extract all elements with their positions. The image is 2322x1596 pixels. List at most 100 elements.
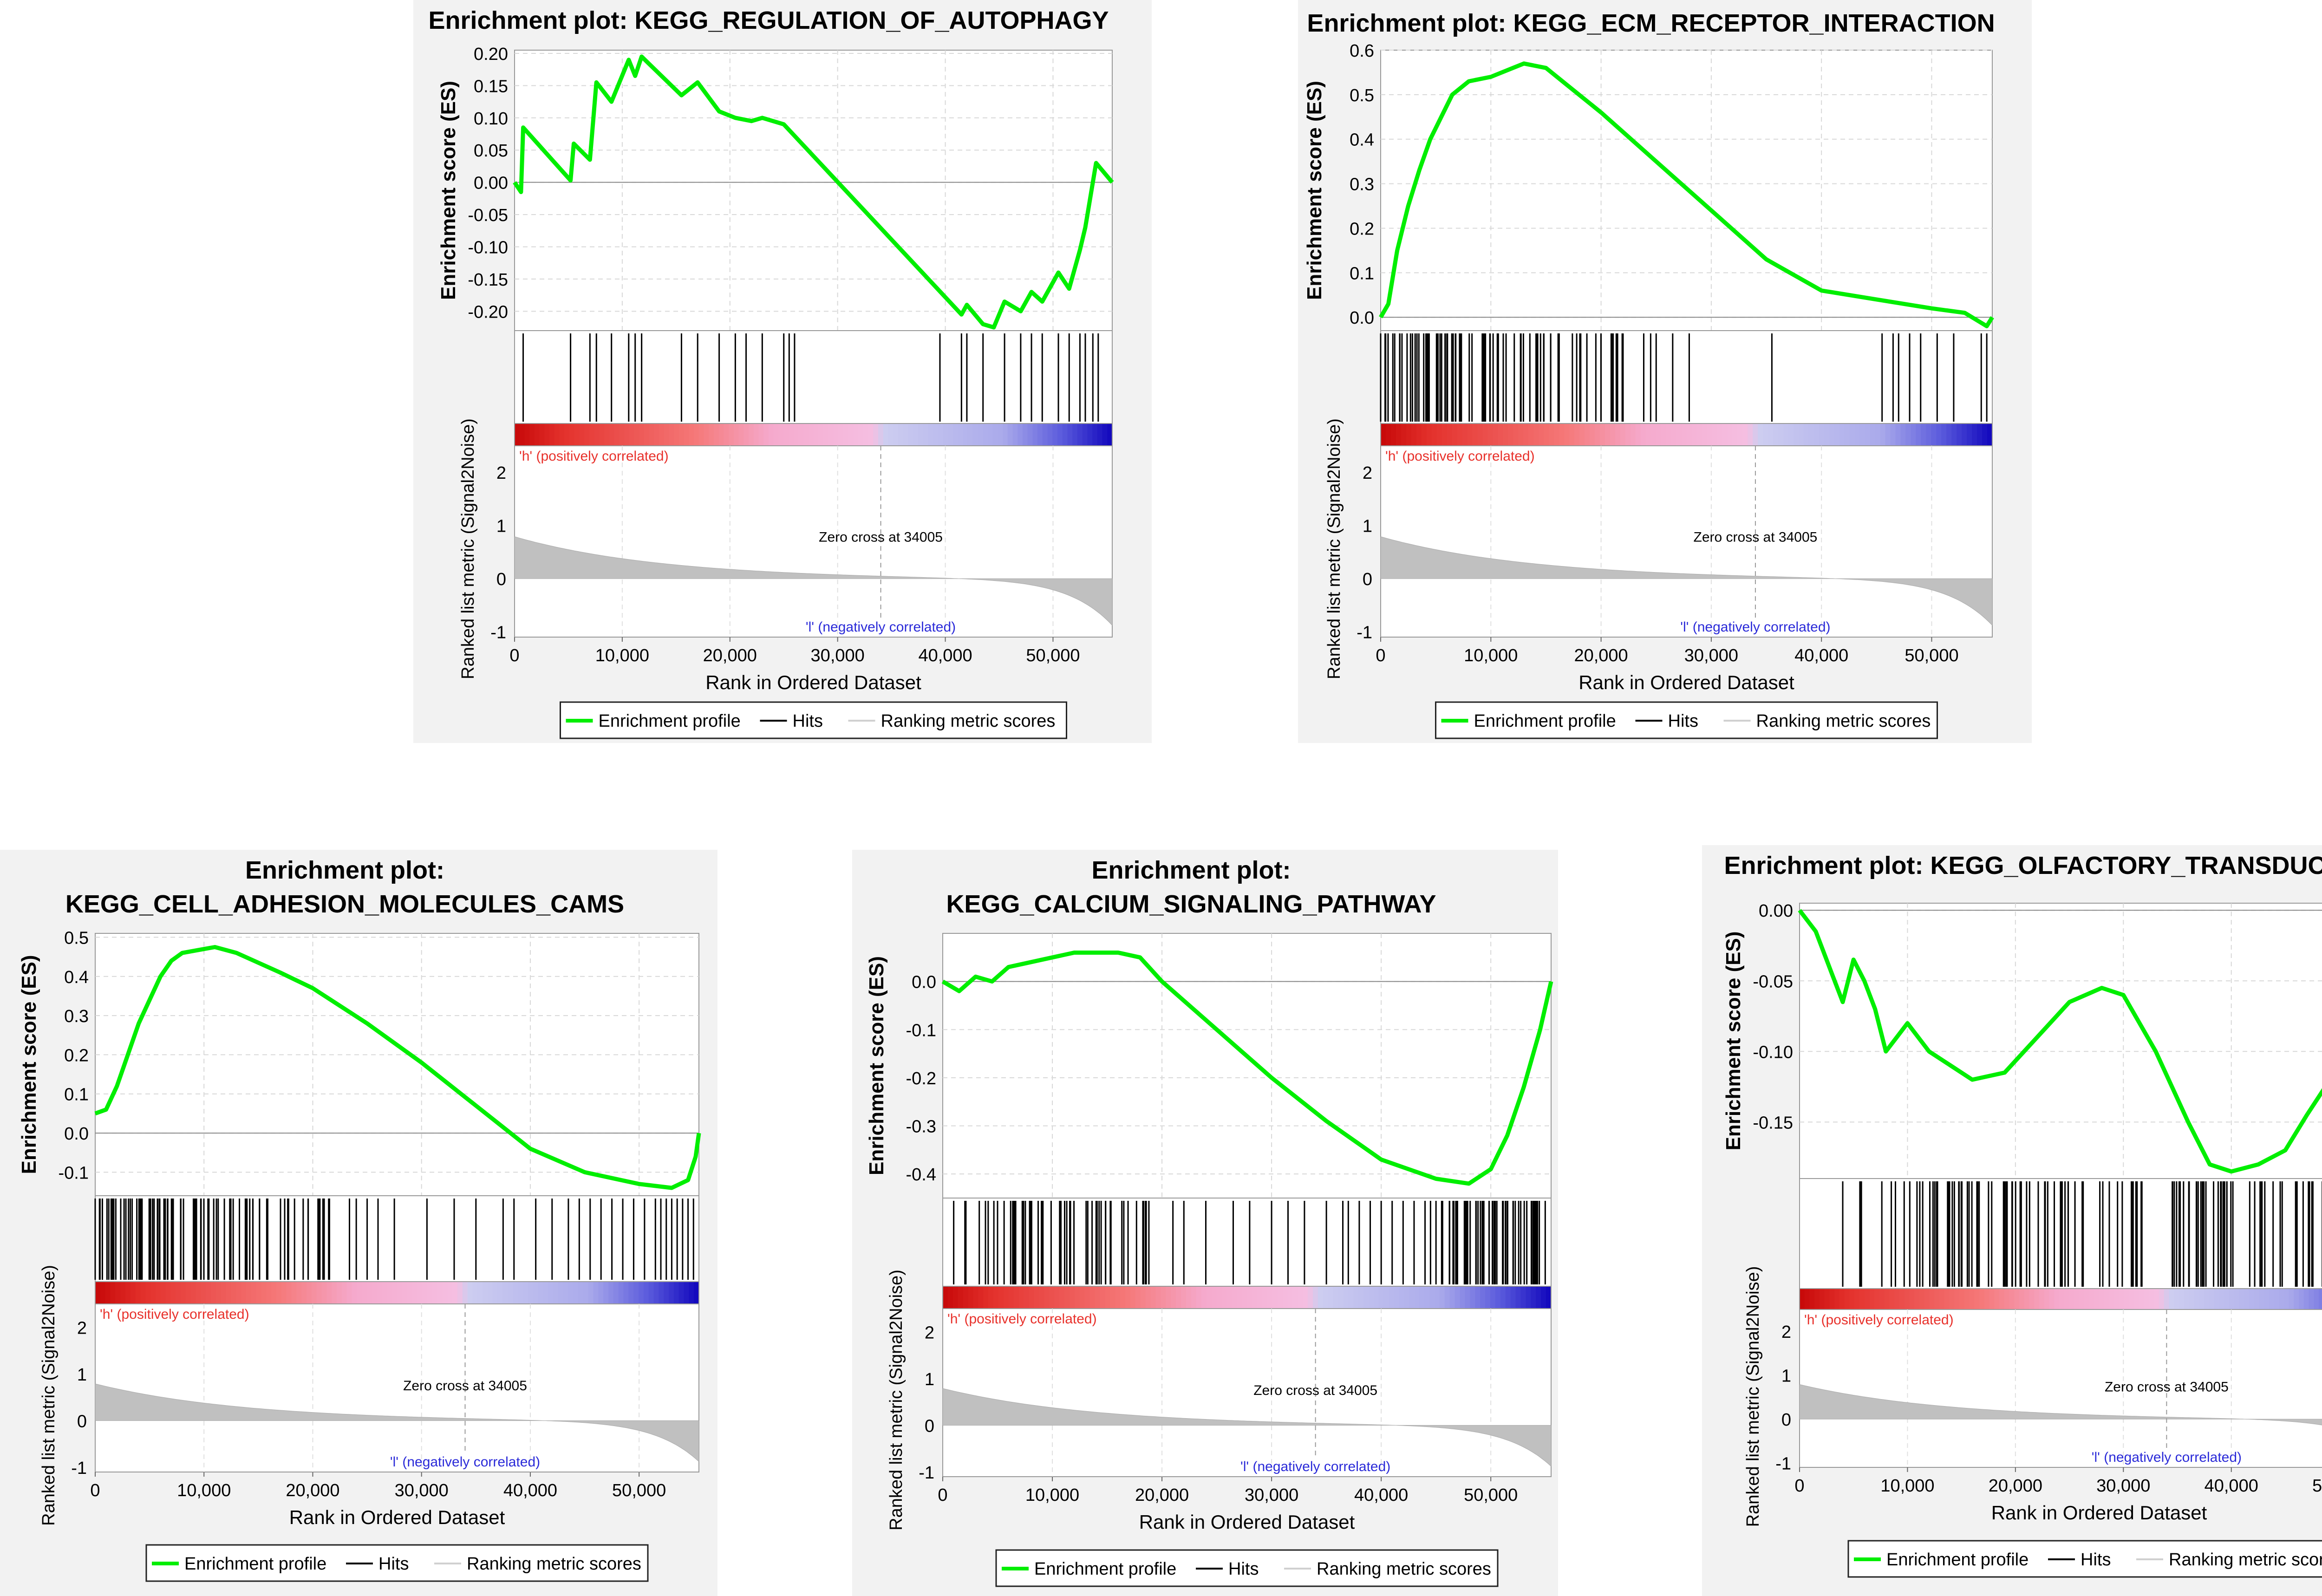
rank-color-bar-segment xyxy=(1939,1289,1945,1309)
rank-color-bar-segment xyxy=(1569,423,1575,446)
x-tick-label: 20,000 xyxy=(1135,1485,1189,1505)
rank-color-bar-segment xyxy=(2289,1289,2295,1309)
rank-color-bar-segment xyxy=(1166,1286,1172,1309)
rank-tick-label: 1 xyxy=(1363,517,1372,536)
rank-color-bar-segment xyxy=(1125,1286,1131,1309)
rank-color-bar-segment xyxy=(619,423,625,446)
rank-color-bar-segment xyxy=(1095,1286,1101,1309)
legend-ranking-label: Ranking metric scores xyxy=(2169,1550,2322,1570)
rank-color-bar-segment xyxy=(1363,1286,1369,1309)
rank-color-bar-segment xyxy=(2134,1289,2139,1309)
rank-color-bar-segment xyxy=(1171,1286,1177,1309)
rank-color-bar-segment xyxy=(1012,423,1018,446)
rank-color-bar-segment xyxy=(1635,423,1641,446)
rank-color-bar-segment xyxy=(1870,423,1876,446)
rank-color-bar-segment xyxy=(1727,423,1733,446)
rank-tick-label: 2 xyxy=(496,463,506,483)
rank-color-bar-segment xyxy=(1859,1289,1865,1309)
rank-tick-label: 2 xyxy=(1781,1322,1791,1342)
rank-color-bar-segment xyxy=(1798,423,1804,446)
rank-color-bar-segment xyxy=(689,1282,695,1304)
rank-color-bar-segment xyxy=(858,423,864,446)
rank-color-bar-segment xyxy=(684,1282,690,1304)
rank-color-bar-segment xyxy=(286,1282,292,1304)
rank-color-bar-segment xyxy=(1140,1286,1146,1309)
rank-color-bar-segment xyxy=(196,1282,202,1304)
es-tick-label: -0.20 xyxy=(468,302,508,322)
rank-color-bar-segment xyxy=(1074,1286,1080,1309)
rank-color-bar-segment xyxy=(1485,1286,1491,1309)
rank-color-bar-segment xyxy=(256,1282,262,1304)
rank-color-bar-segment xyxy=(558,1282,564,1304)
es-tick-label: 0.5 xyxy=(1350,86,1374,105)
rank-color-bar-segment xyxy=(1176,1286,1182,1309)
rank-color-bar-segment xyxy=(733,423,739,446)
rank-color-bar-segment xyxy=(1130,1286,1136,1309)
rank-color-bar-segment xyxy=(1100,1286,1106,1309)
rank-color-bar-segment xyxy=(95,1282,101,1304)
positive-correlated-label: 'h' (positively correlated) xyxy=(1385,449,1535,464)
rank-color-bar-segment xyxy=(583,1282,589,1304)
rank-color-bar-segment xyxy=(673,1282,679,1304)
rank-color-bar-segment xyxy=(110,1282,116,1304)
rank-color-bar-segment xyxy=(1404,1286,1410,1309)
enrichment-plot-ecm: Enrichment plot: KEGG_ECM_RECEPTOR_INTER… xyxy=(1298,0,2032,743)
es-axis-label: Enrichment score (ES) xyxy=(1722,932,1745,1151)
rank-axis-label: Ranked list metric (Signal2Noise) xyxy=(458,418,478,679)
rank-color-bar-segment xyxy=(1737,423,1743,446)
rank-color-bar-segment xyxy=(1092,423,1098,446)
chart-title: Enrichment plot: xyxy=(245,856,444,884)
rank-color-bar-segment xyxy=(828,423,834,446)
rank-color-bar-segment xyxy=(1999,1289,2005,1309)
rank-color-bar-segment xyxy=(2089,1289,2095,1309)
rank-color-bar-segment xyxy=(1819,423,1825,446)
rank-color-bar-segment xyxy=(1383,1286,1389,1309)
rank-color-bar-segment xyxy=(888,423,894,446)
x-tick-label: 50,000 xyxy=(2312,1476,2322,1496)
rank-color-bar-border xyxy=(942,1286,1552,1309)
rank-tick-label: 2 xyxy=(1363,463,1372,483)
rank-color-bar-segment xyxy=(978,423,984,446)
ranking-metric-area xyxy=(1799,1384,2322,1426)
rank-color-bar-segment xyxy=(1875,423,1881,446)
rank-color-bar-segment xyxy=(2069,1289,2075,1309)
rank-color-bar-segment xyxy=(992,423,998,446)
rank-color-bar-segment xyxy=(1390,423,1396,446)
rank-color-bar-segment xyxy=(943,423,949,446)
x-tick-label: 10,000 xyxy=(1880,1476,1934,1496)
rank-color-bar-segment xyxy=(624,423,630,446)
rank-color-bar-segment xyxy=(1272,1286,1278,1309)
legend-enrichment-label: Enrichment profile xyxy=(1034,1559,1176,1579)
es-plot-area xyxy=(942,933,1552,1309)
chart-title: KEGG_CELL_ADHESION_MOLECULES_CAMS xyxy=(65,890,624,918)
chart-title: Enrichment plot: KEGG_ECM_RECEPTOR_INTER… xyxy=(1307,9,1995,37)
negative-correlated-label: 'l' (negatively correlated) xyxy=(390,1454,540,1470)
rank-color-bar-segment xyxy=(427,1282,433,1304)
rank-color-bar-segment xyxy=(1763,423,1769,446)
rank-color-bar-segment xyxy=(1661,423,1667,446)
rank-color-bar-segment xyxy=(1477,423,1483,446)
rank-color-bar-segment xyxy=(190,1282,196,1304)
es-axis-label: Enrichment score (ES) xyxy=(18,955,40,1174)
rank-color-bar-segment xyxy=(1482,423,1488,446)
rank-color-bar-segment xyxy=(1135,1286,1141,1309)
rank-color-bar-segment xyxy=(2179,1289,2185,1309)
rank-color-bar-segment xyxy=(538,1282,544,1304)
rank-color-bar-segment xyxy=(467,1282,473,1304)
rank-color-bar-segment xyxy=(1844,423,1850,446)
rank-color-bar-segment xyxy=(674,423,679,446)
rank-color-bar-segment xyxy=(1931,423,1937,446)
rank-color-bar-segment xyxy=(1865,423,1871,446)
rank-color-bar-segment xyxy=(1809,1289,1815,1309)
legend-enrichment-label: Enrichment profile xyxy=(184,1554,326,1574)
rank-color-bar-segment xyxy=(524,423,530,446)
rank-color-bar-segment xyxy=(623,1282,629,1304)
rank-color-bar-segment xyxy=(1500,1286,1506,1309)
rank-color-bar-segment xyxy=(1969,1289,1975,1309)
rank-color-bar-segment xyxy=(281,1282,287,1304)
rank-color-bar-segment xyxy=(1839,1289,1845,1309)
rank-color-bar-segment xyxy=(417,1282,423,1304)
rank-color-bar-segment xyxy=(1874,1289,1880,1309)
rank-color-bar-segment xyxy=(2064,1289,2070,1309)
rank-color-bar-segment xyxy=(1783,423,1789,446)
